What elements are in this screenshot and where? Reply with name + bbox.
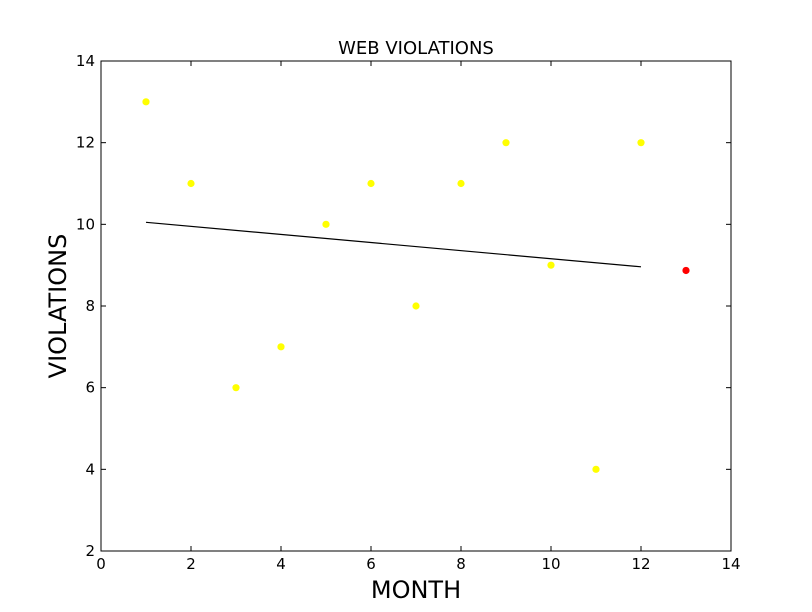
y-tick-label: 14 bbox=[76, 52, 95, 70]
data-point bbox=[187, 179, 195, 188]
chart-title: WEB VIOLATIONS bbox=[338, 38, 494, 59]
y-tick-label: 2 bbox=[85, 542, 95, 560]
x-tick-label: 2 bbox=[186, 555, 196, 573]
x-tick-label: 12 bbox=[631, 555, 650, 573]
x-tick-label: 0 bbox=[96, 555, 106, 573]
y-tick-label: 10 bbox=[76, 215, 95, 233]
y-tick-label: 12 bbox=[76, 134, 95, 152]
data-point bbox=[142, 98, 150, 106]
data-point bbox=[322, 220, 330, 228]
data-point bbox=[592, 465, 600, 473]
x-tick-label: 10 bbox=[541, 555, 560, 573]
chart-marks bbox=[142, 98, 690, 473]
predicted-point bbox=[682, 266, 690, 275]
data-point bbox=[547, 261, 555, 269]
y-axis-label: VIOLATIONS bbox=[44, 234, 72, 379]
data-point bbox=[232, 384, 240, 392]
y-tick-label: 4 bbox=[85, 460, 95, 478]
x-axis-label: MONTH bbox=[371, 576, 461, 604]
x-tick-label: 6 bbox=[366, 555, 376, 573]
x-tick-label: 4 bbox=[276, 555, 286, 573]
data-point bbox=[367, 179, 375, 188]
data-point bbox=[637, 139, 645, 147]
data-point bbox=[457, 179, 465, 188]
y-tick-label: 6 bbox=[85, 379, 95, 397]
data-point bbox=[412, 302, 420, 310]
x-tick-label: 14 bbox=[721, 555, 740, 573]
data-point bbox=[502, 139, 510, 147]
x-tick-label: 8 bbox=[456, 555, 466, 573]
trend-line bbox=[145, 221, 642, 268]
data-point bbox=[277, 343, 285, 351]
y-tick-label: 8 bbox=[85, 297, 95, 315]
